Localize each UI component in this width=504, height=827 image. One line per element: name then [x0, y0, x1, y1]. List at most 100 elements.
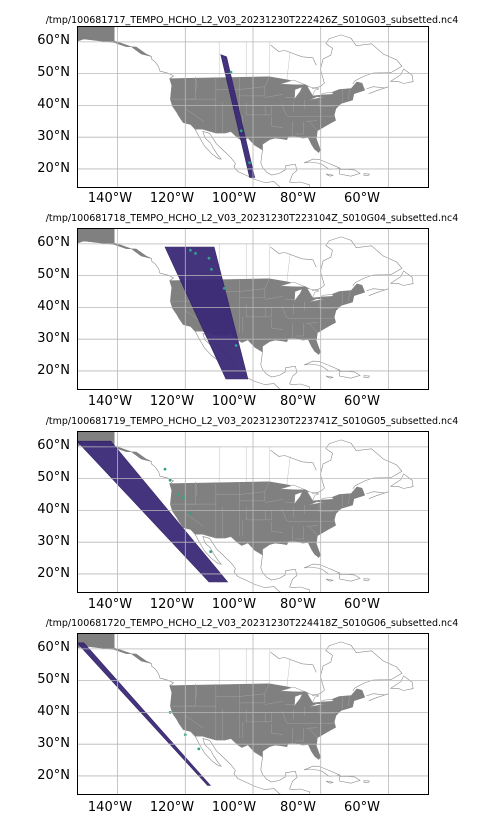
- great-lake: [280, 484, 306, 491]
- state-border: [295, 728, 305, 742]
- hcho-high-value: [210, 267, 213, 271]
- lon-label-60: 60°W: [344, 191, 380, 206]
- hcho-high-value: [209, 550, 213, 554]
- state-border: [292, 526, 294, 542]
- lat-label-40: 40°N: [37, 704, 70, 719]
- lon-label-100: 100°W: [211, 597, 257, 612]
- province-border: [269, 648, 271, 684]
- canada-west-coast: [151, 56, 175, 79]
- great-lake: [293, 288, 303, 302]
- hudson-bay-coast: [270, 651, 317, 673]
- lat-label-40: 40°N: [37, 97, 70, 112]
- province-border: [286, 658, 291, 688]
- hcho-high-value: [229, 70, 233, 74]
- state-border: [295, 121, 305, 135]
- lat-label-20: 20°N: [37, 161, 70, 176]
- province-border: [286, 456, 291, 486]
- hcho-swath: [77, 440, 229, 583]
- state-border: [348, 291, 350, 302]
- puerto-rico-outline: [363, 578, 370, 581]
- map-frame: [77, 228, 429, 390]
- nova-scotia-coast: [366, 693, 389, 701]
- hcho-high-value: [177, 493, 180, 496]
- state-border: [281, 305, 335, 319]
- lat-label-50: 50°N: [37, 672, 70, 687]
- state-border: [271, 318, 283, 330]
- hcho-high-value: [207, 256, 211, 260]
- state-border: [281, 508, 335, 522]
- state-border: [306, 727, 318, 729]
- lat-label-30: 30°N: [37, 331, 70, 346]
- lon-label-60: 60°W: [344, 800, 380, 815]
- state-border: [348, 696, 350, 707]
- state-border: [195, 481, 198, 497]
- lon-label-100: 100°W: [211, 394, 257, 409]
- hcho-swath: [220, 54, 256, 178]
- province-border: [269, 41, 271, 77]
- great-lake: [320, 92, 334, 96]
- state-border: [264, 278, 270, 289]
- state-border: [348, 494, 350, 505]
- lon-label-80: 80°W: [280, 394, 316, 409]
- great-lake: [293, 86, 303, 100]
- mexico-outline: [194, 735, 310, 795]
- lat-label-20: 20°N: [37, 363, 70, 378]
- state-border: [245, 102, 272, 116]
- state-border: [306, 322, 318, 324]
- hcho-high-value: [194, 252, 197, 255]
- cuba-outline: [303, 360, 341, 372]
- state-border: [309, 728, 318, 738]
- mexico-outline: [194, 330, 310, 390]
- map-panel-2: [77, 228, 429, 390]
- state-border: [318, 99, 335, 107]
- state-border: [309, 121, 318, 131]
- state-border: [215, 693, 265, 697]
- lat-label-50: 50°N: [37, 267, 70, 282]
- great-lake: [320, 497, 334, 501]
- state-border: [215, 491, 265, 495]
- lat-label-60: 60°N: [37, 235, 70, 250]
- state-border: [309, 526, 318, 536]
- lat-label-40: 40°N: [37, 299, 70, 314]
- lat-label-30: 30°N: [37, 129, 70, 144]
- puerto-rico-outline: [363, 780, 370, 783]
- nova-scotia-coast: [366, 288, 389, 296]
- province-border: [286, 51, 291, 81]
- state-border: [271, 521, 283, 533]
- panel-1-title: /tmp/100681717_TEMPO_HCHO_L2_V03_2023123…: [45, 15, 459, 26]
- state-border: [318, 504, 335, 512]
- state-border: [295, 526, 305, 540]
- hcho-high-value: [234, 344, 238, 347]
- lat-label-60: 60°N: [37, 438, 70, 453]
- great-lake: [293, 491, 303, 505]
- hcho-high-value: [222, 287, 226, 290]
- state-border: [245, 507, 272, 521]
- state-border: [292, 323, 294, 339]
- hudson-bay-coast: [270, 246, 317, 268]
- lat-label-60: 60°N: [37, 33, 70, 48]
- lon-label-140: 140°W: [87, 800, 133, 815]
- state-border: [292, 121, 294, 137]
- panel-2-title: /tmp/100681718_TEMPO_HCHO_L2_V03_2023123…: [45, 213, 459, 224]
- lon-label-120: 120°W: [149, 597, 195, 612]
- state-border: [264, 94, 283, 98]
- state-border: [264, 296, 283, 300]
- state-border: [215, 86, 265, 90]
- state-border: [264, 76, 270, 87]
- state-border: [245, 304, 272, 318]
- state-border: [281, 103, 335, 117]
- lat-label-30: 30°N: [37, 736, 70, 751]
- map-frame: [77, 633, 429, 795]
- province-border: [269, 446, 271, 482]
- state-border: [318, 301, 335, 309]
- jamaica-outline: [325, 375, 334, 379]
- canada-east-coast: [312, 439, 403, 494]
- great-lake: [320, 699, 334, 703]
- lon-label-120: 120°W: [149, 800, 195, 815]
- state-border: [281, 710, 335, 724]
- hcho-high-value: [168, 478, 172, 482]
- nova-scotia-coast: [366, 86, 389, 94]
- hcho-high-value: [182, 496, 185, 500]
- hcho-high-value: [239, 129, 243, 133]
- canada-west-coast: [151, 461, 175, 484]
